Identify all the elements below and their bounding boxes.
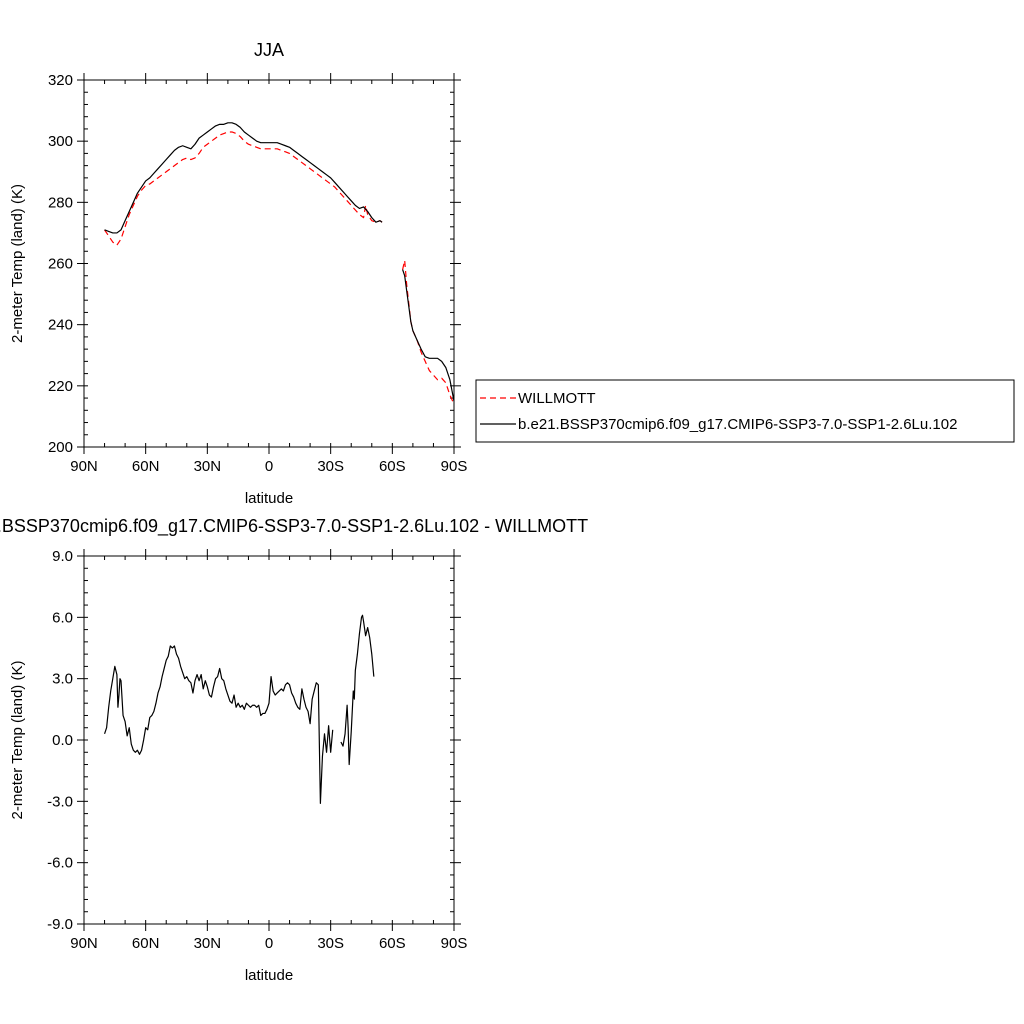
y-tick-label: 240 (48, 317, 73, 334)
series-segment (104, 122, 383, 234)
legend-label: WILLMOTT (518, 390, 596, 407)
y-tick-label: 3.0 (52, 671, 73, 688)
series-segment (402, 259, 454, 405)
plot-frame (83, 79, 455, 448)
y-tick-label: 9.0 (52, 548, 73, 565)
y-tick-label: -3.0 (47, 793, 73, 810)
x-tick-label: 30N (194, 935, 222, 952)
x-tick-label: 0 (265, 458, 273, 475)
y-tick-label: 220 (48, 378, 73, 395)
legend: WILLMOTT b.e21.BSSP370cmip6.f09_g17.CMIP6… (475, 379, 1015, 443)
x-axis-label: latitude (245, 490, 293, 507)
y-tick-label: -9.0 (47, 916, 73, 933)
y-tick-label: 280 (48, 194, 73, 211)
x-tick-label: 60S (379, 935, 406, 952)
legend-box (475, 379, 1015, 443)
x-tick-label: 90N (70, 935, 98, 952)
x-tick-label: 30S (317, 458, 344, 475)
x-tick-label: 60S (379, 458, 406, 475)
series-willmott-line (104, 131, 454, 405)
y-tick-label: 260 (48, 256, 73, 273)
x-tick-label: 90S (441, 935, 468, 952)
y-tick-label: 6.0 (52, 609, 73, 626)
chart-panel-1: JJA 90N 60N 30N 0 30S 60S 90S 200 220 240 260 280 300… (9, 40, 1015, 507)
series-segment (340, 614, 375, 766)
x-axis-label: latitude (245, 967, 293, 984)
plot-frame (83, 555, 455, 925)
chart-title: b.e21.BSSP370cmip6.f09_g17.CMIP6-SSP3-7.… (0, 516, 588, 537)
x-tick-label: 30N (194, 458, 222, 475)
y-tick-label: -6.0 (47, 855, 73, 872)
x-tick-label: 90S (441, 458, 468, 475)
chart-title: JJA (254, 40, 284, 60)
series-segment (402, 269, 454, 402)
y-tick-label: 0.0 (52, 732, 73, 749)
x-tick-label: 30S (317, 935, 344, 952)
x-tick-label: 90N (70, 458, 98, 475)
y-axis-label: 2-meter Temp (land) (K) (9, 184, 26, 343)
x-tick-label: 60N (132, 458, 160, 475)
series-model-line (103, 614, 375, 804)
x-tick-label: 0 (265, 935, 273, 952)
y-tick-label: 300 (48, 133, 73, 150)
x-tick-label: 60N (132, 935, 160, 952)
y-tick-label: 200 (48, 439, 73, 456)
series-segment (104, 131, 383, 246)
y-axis-label: 2-meter Temp (land) (K) (9, 661, 26, 820)
chart-panel-2: b.e21.BSSP370cmip6.f09_g17.CMIP6-SSP3-7.… (0, 516, 588, 984)
y-tick-label: 320 (48, 72, 73, 89)
series-segment (103, 645, 334, 804)
legend-label: b.e21.BSSP370cmip6.f09_g17.CMIP6-SSP3-7.… (518, 416, 957, 433)
series-model-line (104, 122, 454, 402)
